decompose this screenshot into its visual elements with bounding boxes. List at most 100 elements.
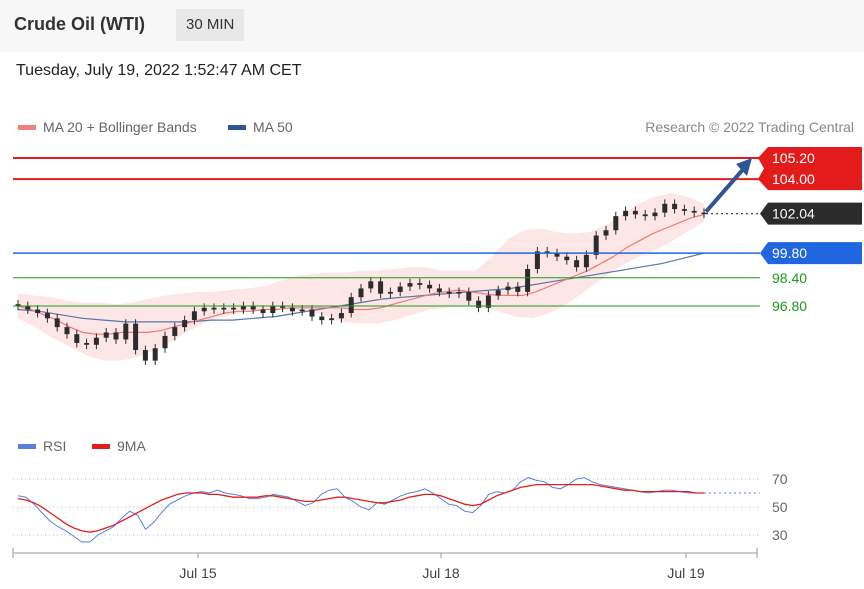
candle: [574, 260, 580, 268]
research-credit: Research © 2022 Trading Central: [645, 119, 854, 135]
current-price-label: 102.04: [772, 206, 815, 222]
timeframe-button[interactable]: 30 MIN: [176, 9, 245, 41]
candle: [142, 350, 148, 361]
candle: [162, 335, 168, 349]
candle: [329, 318, 335, 321]
forecast-arrow-shaft: [704, 164, 748, 213]
candle: [456, 291, 462, 294]
candle: [191, 311, 197, 321]
candle: [93, 337, 99, 345]
candle: [289, 307, 295, 312]
ma20-line: [17, 213, 705, 335]
candle: [64, 327, 70, 335]
candle: [250, 306, 256, 310]
rsi-line: [17, 477, 704, 543]
candle: [534, 251, 540, 269]
candle: [662, 203, 668, 213]
candle: [387, 291, 393, 294]
rsi-swatch-icon: [18, 443, 36, 449]
x-tick-label: Jul 19: [667, 565, 705, 581]
ma9-swatch-icon: [92, 443, 110, 449]
candle: [240, 306, 246, 310]
legend-rsi: RSI: [18, 438, 66, 454]
candle: [417, 283, 423, 285]
rsi-tick-label: 50: [772, 499, 788, 515]
legend-bollinger-label: MA 20 + Bollinger Bands: [43, 119, 197, 135]
rsi-tick-label: 70: [772, 471, 788, 487]
candle: [691, 210, 697, 213]
candle: [211, 307, 217, 310]
candle: [152, 348, 158, 361]
candle: [368, 281, 374, 289]
candle: [701, 212, 707, 215]
header-bar: [0, 0, 864, 52]
candle: [505, 286, 511, 291]
support-label-1: 98.40: [772, 270, 807, 286]
legend-9ma: 9MA: [92, 438, 146, 454]
candle: [642, 214, 648, 217]
candle: [623, 210, 629, 217]
candle: [201, 307, 207, 312]
candle: [652, 212, 658, 217]
legend-ma50: MA 50: [228, 119, 293, 135]
resistance-label-bg: [758, 147, 862, 191]
candle: [74, 334, 80, 343]
current-price-label-bg: [760, 202, 862, 225]
ma50-line: [17, 252, 705, 323]
x-tick-label: Jul 18: [422, 565, 460, 581]
candle: [495, 290, 501, 296]
bollinger-swatch-icon: [18, 124, 36, 130]
candle: [231, 307, 237, 310]
instrument-title: Crude Oil (WTI): [14, 14, 145, 34]
candle: [309, 309, 315, 317]
candle: [84, 343, 90, 345]
resistance-label-2: 104.00: [772, 171, 815, 187]
candle: [436, 288, 442, 292]
candle: [466, 291, 472, 301]
candle: [378, 281, 384, 294]
candle: [280, 306, 286, 308]
legend-ma50-label: MA 50: [253, 119, 293, 135]
support-label-2: 96.80: [772, 298, 807, 314]
candle: [564, 256, 570, 261]
x-tick-label: Jul 15: [179, 565, 217, 581]
candle: [632, 210, 638, 215]
candle: [407, 283, 413, 287]
candle: [15, 304, 21, 306]
pivot-label: 99.80: [772, 245, 807, 261]
candle: [299, 309, 305, 312]
candle: [270, 306, 276, 314]
legend-bollinger: MA 20 + Bollinger Bands: [18, 119, 197, 135]
candle: [54, 318, 60, 328]
candle: [260, 309, 266, 314]
candle: [221, 307, 227, 310]
candle: [338, 313, 344, 319]
candle: [133, 323, 139, 351]
candle: [583, 254, 589, 268]
candles-group: [15, 199, 707, 366]
legend-9ma-label: 9MA: [117, 438, 146, 454]
candle: [544, 251, 550, 254]
candle: [515, 286, 521, 292]
rsi-tick-label: 30: [772, 527, 788, 543]
candle: [103, 332, 109, 338]
candle: [446, 291, 452, 294]
ma50-swatch-icon: [228, 124, 246, 130]
candle: [485, 295, 491, 308]
resistance-label-1: 105.20: [772, 150, 815, 166]
legend-rsi-label: RSI: [43, 438, 67, 454]
candle: [35, 309, 41, 314]
candle: [44, 313, 50, 319]
pivot-label-bg: [760, 242, 862, 265]
candle: [123, 323, 129, 340]
candle: [172, 327, 178, 336]
candle: [427, 284, 433, 289]
candle: [603, 230, 609, 236]
candle: [358, 288, 364, 298]
candle: [182, 320, 188, 328]
candle: [525, 269, 531, 292]
rsi-9ma-line: [17, 483, 704, 533]
bollinger-band-area: [18, 193, 704, 361]
candle: [319, 316, 325, 321]
